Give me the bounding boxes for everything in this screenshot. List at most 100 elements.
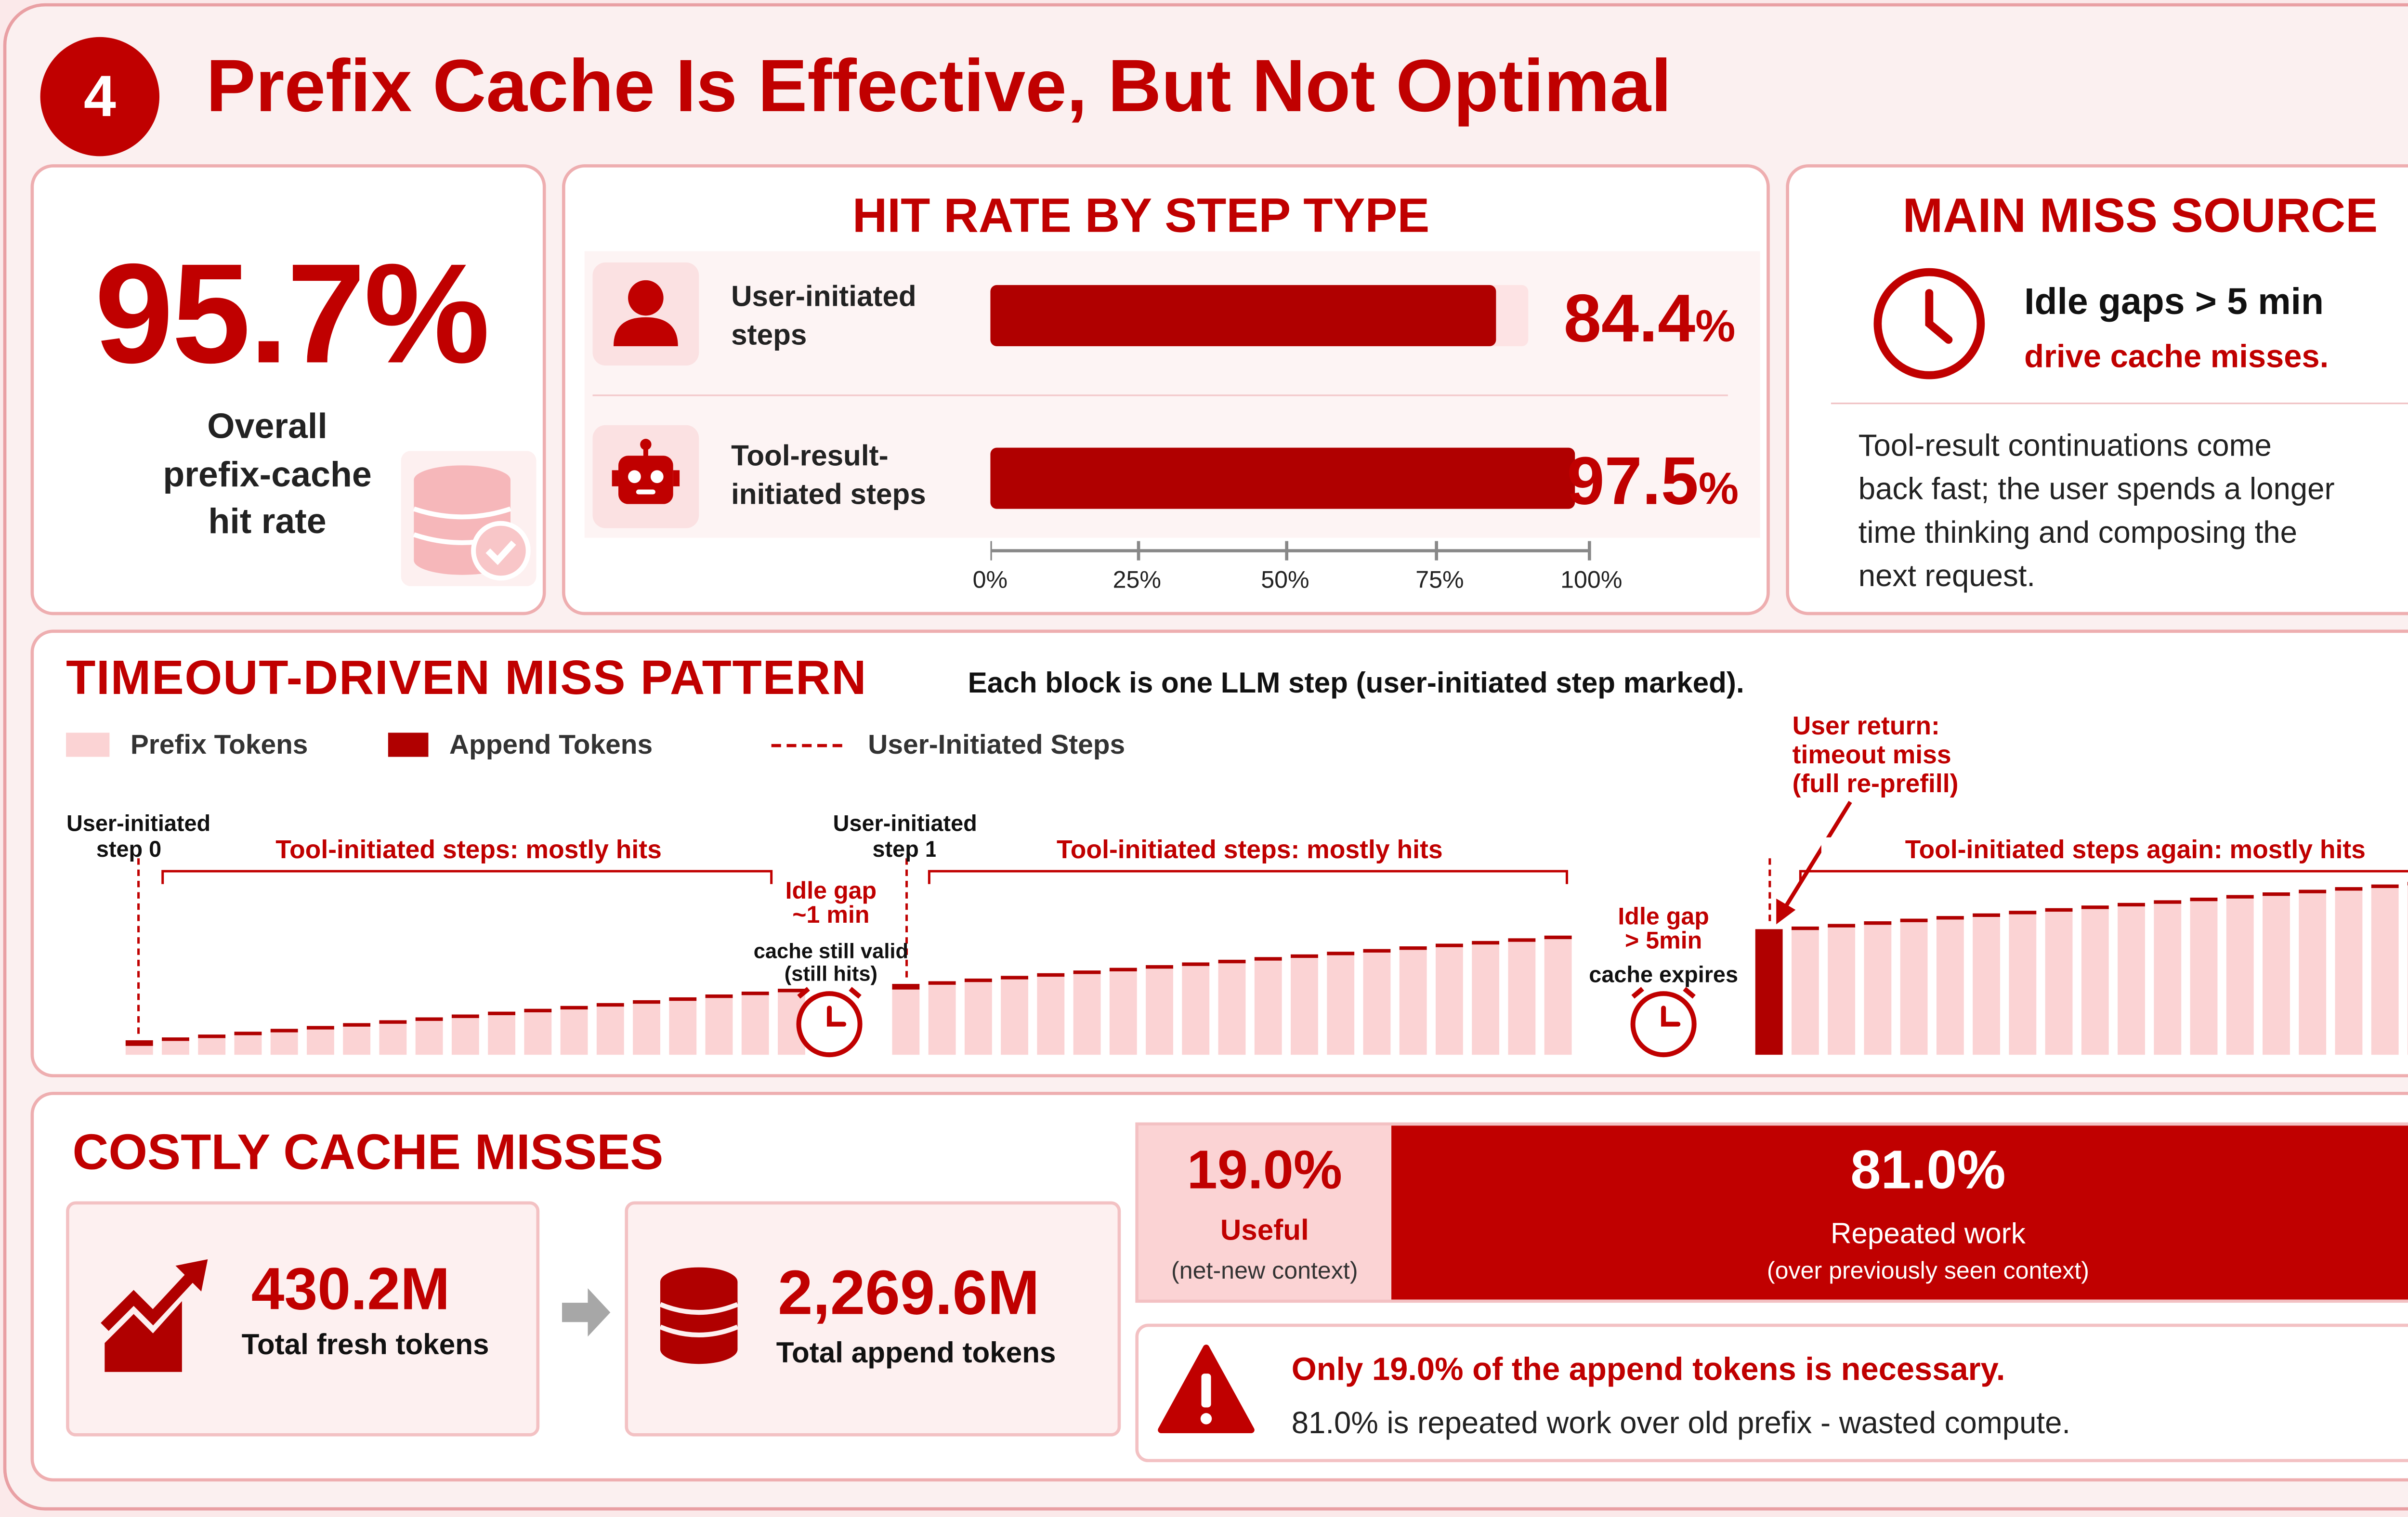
tool-label-2: Tool-initiated steps: mostly hits	[935, 837, 1564, 866]
bar-user	[990, 285, 1496, 346]
repeated-sub: (over previously seen context)	[1767, 1257, 2089, 1285]
g1-prefix-block-17	[741, 995, 769, 1055]
g1-prefix-block-1	[162, 1041, 189, 1055]
page-title: Prefix Cache Is Effective, But Not Optim…	[206, 43, 1672, 128]
g2-prefix-block-12	[1327, 955, 1355, 1055]
miss-source-panel: MAIN MISS SOURCE Idle gaps > 5 min drive…	[1786, 164, 2408, 615]
append-label: Total append tokens	[776, 1336, 1056, 1369]
robot-icon	[592, 425, 699, 528]
tick-25: 25%	[1112, 567, 1161, 594]
g1-prefix-block-15	[669, 1001, 697, 1055]
note-box	[1135, 1323, 2408, 1463]
g2-append-block-10	[1254, 957, 1282, 961]
g3-append-block-11	[2154, 900, 2182, 904]
overall-panel: 95.7% Overall prefix-cache hit rate	[30, 164, 546, 615]
g3-prefix-block-9	[2081, 909, 2109, 1055]
tick-0: 0%	[972, 567, 1008, 594]
g3-prefix-block-12	[2190, 901, 2218, 1055]
overall-label-2: prefix-cache	[163, 454, 372, 495]
append-value: 2,269.6M	[778, 1259, 1040, 1329]
g2-append-block-6	[1109, 968, 1137, 971]
g2-prefix-block-13	[1363, 952, 1391, 1055]
note-text: 81.0% is repeated work over old prefix -…	[1291, 1407, 2071, 1441]
g1-prefix-block-5	[306, 1029, 334, 1055]
clock-icon	[1873, 268, 1985, 379]
g1-append-block-8	[415, 1017, 443, 1021]
g3-prefix-block-10	[2118, 906, 2145, 1055]
x-axis	[990, 541, 1591, 561]
g3-prefix-block-15	[2299, 893, 2327, 1055]
useful-segment	[1139, 1125, 1391, 1300]
g1-prefix-block-0	[125, 1046, 153, 1055]
g2-prefix-block-8	[1182, 966, 1210, 1055]
g2-append-block-2	[964, 978, 992, 982]
g1-prefix-block-9	[451, 1018, 479, 1055]
g1-append-block-16	[705, 994, 733, 998]
g2-append-block-16	[1472, 941, 1500, 945]
g1-append-block-10	[488, 1011, 516, 1016]
legend-user-line	[771, 744, 842, 747]
legend-append-swatch	[388, 732, 429, 757]
g2-prefix-block-11	[1291, 958, 1318, 1055]
row-label-user-2: steps	[731, 319, 807, 351]
miss-divider	[1831, 402, 2408, 405]
user-icon	[592, 262, 699, 366]
idle2-label-1: Idle gap	[1618, 903, 1709, 931]
fresh-card	[66, 1201, 540, 1437]
g3-prefix-block-13	[2226, 898, 2254, 1055]
database-icon	[659, 1267, 739, 1364]
clock-2-bells	[1631, 987, 1696, 999]
fresh-label: Total fresh tokens	[241, 1328, 489, 1361]
timeout-title: TIMEOUT-DRIVEN MISS PATTERN	[66, 652, 867, 706]
g3-append-block-17	[2371, 884, 2399, 888]
g2-append-block-5	[1073, 970, 1101, 974]
tool-bracket-1	[161, 870, 773, 884]
g3-append-block-3	[1864, 921, 1892, 925]
g2-prefix-block-16	[1472, 944, 1500, 1055]
valid-label-1: cache still valid	[753, 939, 909, 963]
value-user: 84.4%	[1563, 280, 1736, 356]
g3-prefix-block-14	[2263, 896, 2290, 1055]
g3-prefix-block-5	[1936, 919, 1964, 1055]
miss-body-1: Tool-result continuations come	[1858, 430, 2272, 464]
user0-label-2: step 0	[96, 836, 162, 862]
g1-prefix-block-3	[234, 1035, 262, 1055]
tick-75: 75%	[1415, 567, 1464, 594]
g3-append-block-15	[2299, 889, 2327, 893]
legend-append-label: Append Tokens	[449, 729, 653, 760]
g1-prefix-block-13	[596, 1007, 624, 1055]
g3-prefix-block-6	[1973, 916, 2000, 1055]
g1-prefix-block-2	[198, 1038, 226, 1055]
g1-prefix-block-6	[343, 1026, 371, 1055]
clock-1-bells	[797, 987, 862, 999]
g1-append-block-13	[596, 1003, 624, 1007]
g1-append-block-6	[343, 1023, 371, 1027]
note-bold: Only 19.0% of the append tokens is neces…	[1291, 1352, 2005, 1388]
idle1-label-2: ~1 min	[792, 902, 870, 929]
g2-prefix-block-3	[1001, 979, 1029, 1055]
database-check-icon	[401, 451, 537, 587]
row-label-tool-1: Tool-result-	[731, 439, 889, 472]
g1-append-block-15	[669, 997, 697, 1001]
g1-prefix-block-14	[633, 1004, 660, 1055]
legend-prefix-label: Prefix Tokens	[130, 729, 308, 760]
return-arrow-head	[1776, 898, 1796, 925]
g3-append-block-5	[1936, 916, 1964, 920]
g3-append-block-10	[2118, 902, 2145, 907]
g1-append-block-18	[778, 989, 805, 993]
tool-label-3: Tool-initiated steps again: mostly hits	[1821, 837, 2408, 866]
g3-append-block-4	[1900, 918, 1928, 922]
g1-append-block-5	[306, 1026, 334, 1030]
costly-panel: COSTLY CACHE MISSES 430.2M Total fresh t…	[30, 1092, 2408, 1482]
g2-append-block-9	[1218, 959, 1246, 964]
g1-append-block-9	[451, 1014, 479, 1018]
idle2-label-2: > 5min	[1624, 928, 1702, 955]
g1-prefix-block-12	[560, 1009, 588, 1055]
g2-prefix-block-18	[1544, 939, 1572, 1055]
g2-prefix-block-7	[1146, 968, 1173, 1055]
row-label-user-1: User-initiated	[731, 280, 916, 313]
g2-prefix-block-1	[928, 984, 956, 1055]
timeout-panel: TIMEOUT-DRIVEN MISS PATTERN Each block i…	[30, 629, 2408, 1078]
g2-append-block-1	[928, 981, 956, 985]
value-tool: 97.5%	[1567, 443, 1739, 519]
